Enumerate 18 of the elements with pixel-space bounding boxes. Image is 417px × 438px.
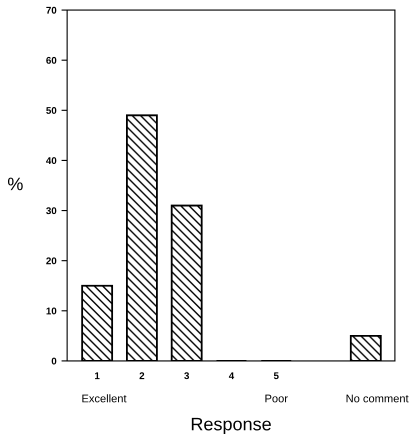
y-tick-label: 20 bbox=[46, 257, 56, 264]
x-tick-label: 4 bbox=[228, 372, 234, 380]
y-tick-label: 70 bbox=[46, 6, 56, 14]
text: No comment bbox=[346, 394, 409, 402]
x-tick-label: 2 bbox=[140, 372, 144, 380]
y-tick-label: 60 bbox=[46, 56, 56, 64]
y-tick-label: 40 bbox=[46, 157, 56, 164]
x-axis-title: Response bbox=[192, 418, 271, 434]
text: Excellent bbox=[82, 394, 126, 402]
text: Poor bbox=[265, 394, 288, 402]
y-tick-label: 50 bbox=[46, 107, 56, 114]
x-tick-label: 5 bbox=[274, 372, 279, 380]
x-tick-label: 1 bbox=[95, 372, 100, 380]
x-tick-label: 3 bbox=[184, 372, 190, 380]
y-tick-label: 30 bbox=[46, 207, 56, 214]
y-tick-label: 10 bbox=[46, 308, 56, 314]
y-tick-label: 0 bbox=[52, 358, 56, 365]
y-axis-title: % bbox=[8, 178, 23, 190]
